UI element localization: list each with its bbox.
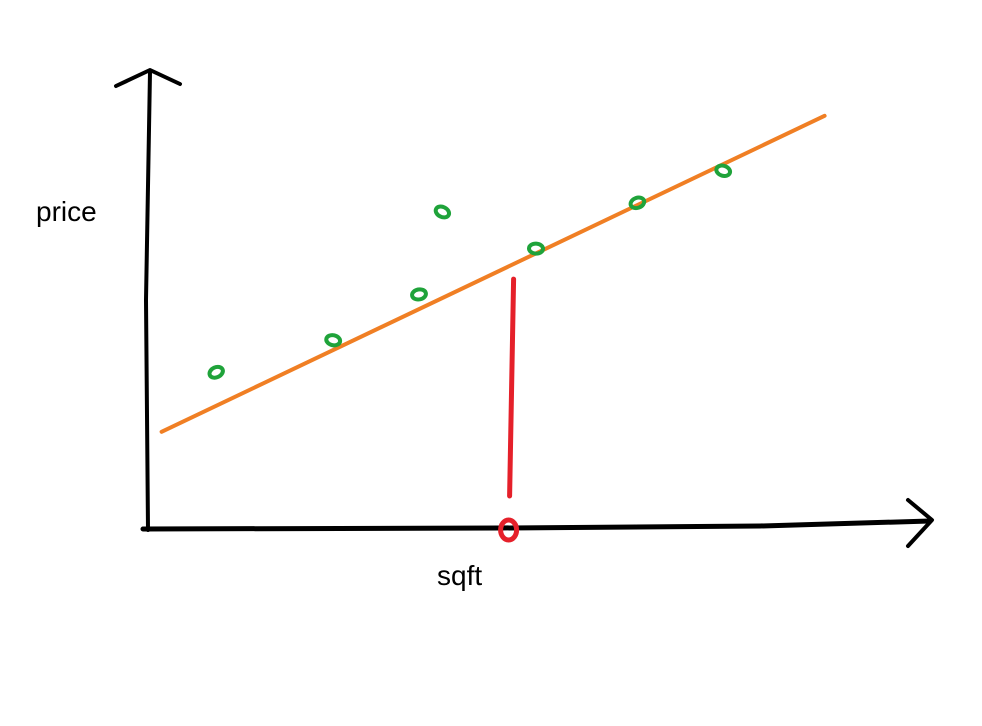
chart-marks bbox=[159, 113, 827, 543]
data-point bbox=[324, 333, 343, 348]
data-point bbox=[527, 241, 545, 256]
y-axis-label: price bbox=[36, 196, 97, 227]
query-marker bbox=[498, 517, 520, 543]
y-axis-line bbox=[143, 70, 152, 532]
data-point bbox=[628, 195, 647, 211]
data-point bbox=[207, 364, 225, 380]
x-axis-arrowhead bbox=[906, 498, 934, 548]
data-point bbox=[714, 163, 733, 178]
x-axis-label: sqft bbox=[437, 560, 483, 591]
data-point bbox=[410, 287, 428, 302]
data-point bbox=[433, 204, 452, 220]
prediction-line bbox=[507, 276, 517, 499]
y-axis-arrowhead bbox=[114, 68, 182, 88]
x-axis-line bbox=[140, 518, 933, 532]
axes bbox=[114, 68, 934, 548]
fit-line bbox=[159, 113, 827, 434]
